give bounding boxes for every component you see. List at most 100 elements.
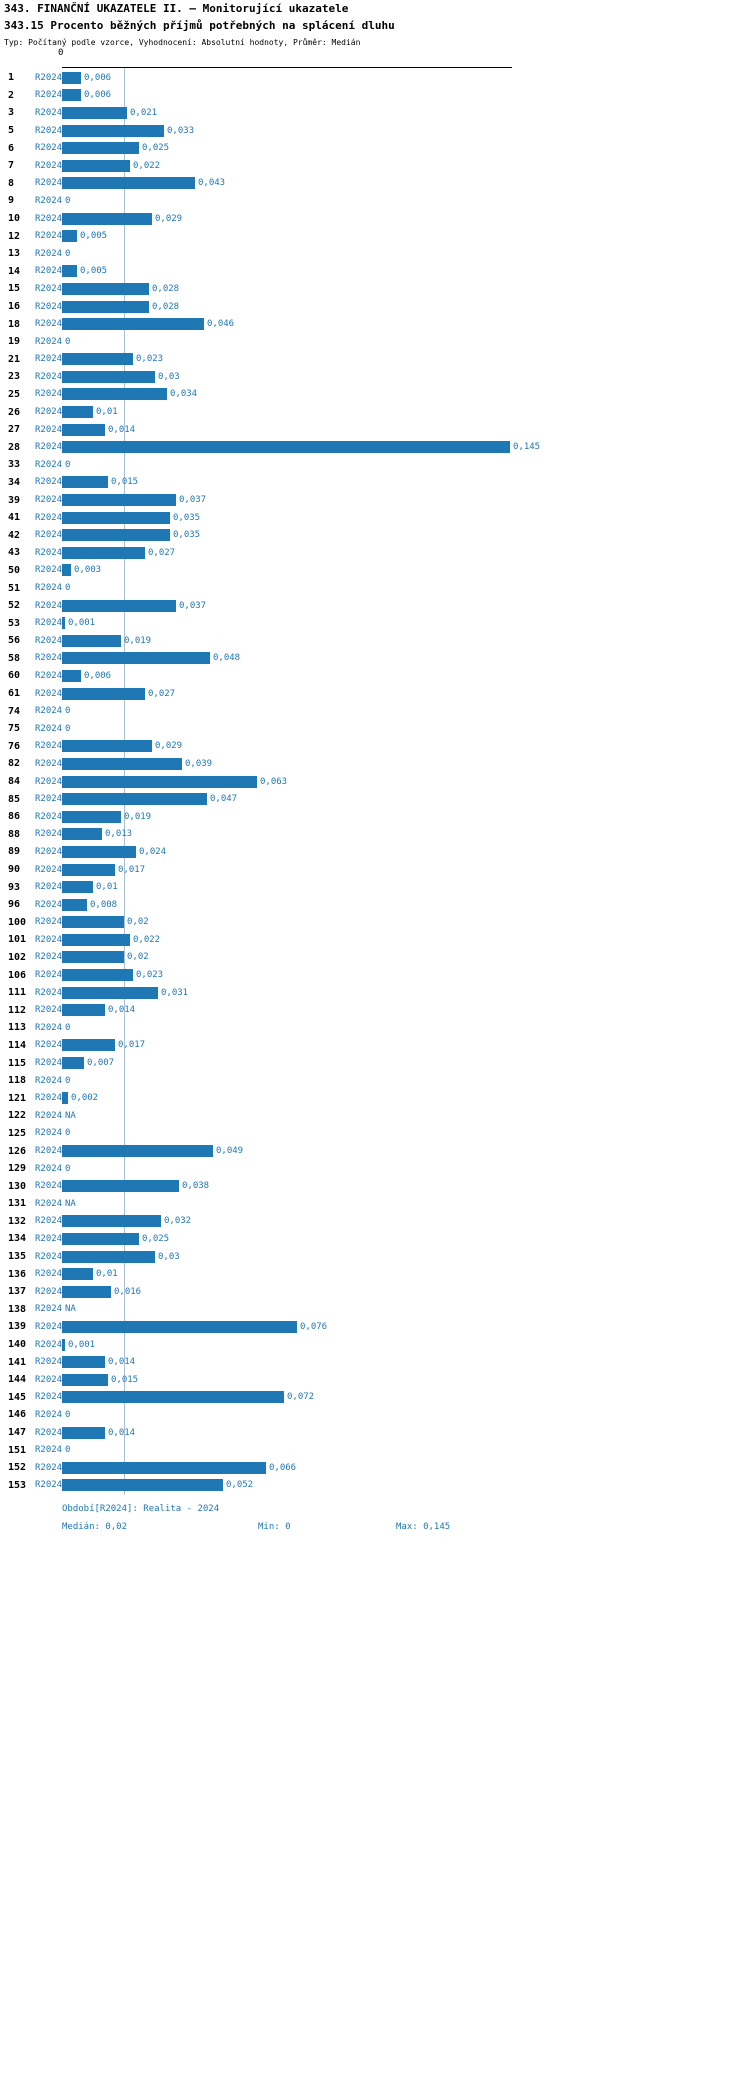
- row-id-label: 118: [8, 1075, 27, 1087]
- bar: [62, 441, 510, 454]
- bar-value-label: 0,002: [71, 1093, 99, 1104]
- row-series-label: R2024: [35, 547, 63, 558]
- bar: [62, 1338, 65, 1351]
- row-id-label: 115: [8, 1057, 27, 1069]
- bar: [62, 564, 71, 577]
- row-series-label: R2024: [35, 231, 63, 242]
- bar-value-label: 0,037: [179, 600, 207, 611]
- bar: [62, 1373, 108, 1386]
- bar-value-label: 0,02: [127, 917, 149, 928]
- row-id-label: 130: [8, 1180, 27, 1192]
- row-id-label: 135: [8, 1251, 27, 1263]
- bar-value-label: 0,022: [133, 160, 161, 171]
- bar: [62, 71, 81, 84]
- bar: [62, 828, 102, 841]
- chart-row: 23 R2024 0,03: [0, 368, 750, 386]
- row-series-label: R2024: [35, 1058, 63, 1069]
- bar: [62, 1426, 105, 1439]
- bar-value-label: 0,063: [260, 776, 288, 787]
- row-series-label: R2024: [35, 125, 63, 136]
- row-series-label: R2024: [35, 1093, 63, 1104]
- row-id-label: 25: [8, 388, 21, 400]
- row-bar-area: 0: [62, 192, 750, 210]
- row-id-label: 90: [8, 864, 21, 876]
- row-bar-area: 0,02: [62, 949, 750, 967]
- bar: [62, 1180, 179, 1193]
- chart-row: 3 R2024 0,021: [0, 104, 750, 122]
- row-bar-area: 0,038: [62, 1177, 750, 1195]
- row-series-label: R2024: [35, 495, 63, 506]
- bar-value-label: 0: [65, 1409, 71, 1420]
- row-id-label: 96: [8, 899, 21, 911]
- row-id-label: 147: [8, 1427, 27, 1439]
- row-id-label: 136: [8, 1268, 27, 1280]
- bar-value-label: 0: [65, 1163, 71, 1174]
- bar-value-label: 0,017: [118, 1040, 146, 1051]
- row-series-label: R2024: [35, 635, 63, 646]
- bar-value-label: 0,038: [182, 1181, 210, 1192]
- row-series-label: R2024: [35, 829, 63, 840]
- row-bar-area: 0: [62, 1441, 750, 1459]
- row-bar-area: 0: [62, 720, 750, 738]
- bar: [62, 1004, 105, 1017]
- row-series-label: R2024: [35, 565, 63, 576]
- bar-value-label: 0,027: [148, 547, 176, 558]
- bar-value-label: 0,043: [198, 178, 226, 189]
- row-id-label: 3: [8, 107, 15, 119]
- row-id-label: 60: [8, 670, 21, 682]
- row-series-label: R2024: [35, 688, 63, 699]
- row-id-label: 8: [8, 177, 15, 189]
- bar: [62, 318, 204, 331]
- row-series-label: R2024: [35, 266, 63, 277]
- row-bar-area: 0,033: [62, 122, 750, 140]
- row-id-label: 34: [8, 476, 21, 488]
- bar-value-label: 0,022: [133, 934, 161, 945]
- row-bar-area: 0,001: [62, 1336, 750, 1354]
- row-bar-area: 0,015: [62, 1371, 750, 1389]
- chart-row: 53 R2024 0,001: [0, 614, 750, 632]
- footer-max-label: Max: 0,145: [396, 1522, 451, 1532]
- row-id-label: 6: [8, 142, 15, 154]
- row-series-label: R2024: [35, 1462, 63, 1473]
- row-series-label: R2024: [35, 882, 63, 893]
- chart-row: 42 R2024 0,035: [0, 526, 750, 544]
- bar: [62, 1391, 284, 1404]
- footer-period-label: Období[R2024]: Realita - 2024: [62, 1504, 220, 1514]
- bar: [62, 1145, 213, 1158]
- bar-value-label: 0,014: [108, 424, 136, 435]
- bar: [62, 177, 195, 190]
- chart-row: 137 R2024 0,016: [0, 1283, 750, 1301]
- bar: [62, 1057, 84, 1070]
- row-id-label: 111: [8, 987, 27, 999]
- bar-value-label: 0,014: [108, 1005, 136, 1016]
- bar-value-label: 0,049: [216, 1146, 244, 1157]
- row-bar-area: 0,014: [62, 421, 750, 439]
- bar: [62, 353, 133, 366]
- row-id-label: 14: [8, 265, 21, 277]
- chart-row: 19 R2024 0: [0, 333, 750, 351]
- row-bar-area: 0,006: [62, 667, 750, 685]
- bar: [62, 546, 145, 559]
- row-series-label: R2024: [35, 600, 63, 611]
- bar: [62, 775, 257, 788]
- chart-row: 147 R2024 0,014: [0, 1424, 750, 1442]
- row-id-label: 122: [8, 1110, 27, 1122]
- bar: [62, 1250, 155, 1263]
- row-id-label: 19: [8, 336, 21, 348]
- bar-value-label: 0: [65, 459, 71, 470]
- row-bar-area: 0,014: [62, 1001, 750, 1019]
- row-id-label: 86: [8, 811, 21, 823]
- row-series-label: R2024: [35, 195, 63, 206]
- chart-row: 5 R2024 0,033: [0, 122, 750, 140]
- chart-row: 16 R2024 0,028: [0, 298, 750, 316]
- chart-row: 131 R2024 NA: [0, 1195, 750, 1213]
- chart-row: 41 R2024 0,035: [0, 509, 750, 527]
- chart-row: 144 R2024 0,015: [0, 1371, 750, 1389]
- bar-value-label: 0: [65, 1022, 71, 1033]
- row-series-label: R2024: [35, 1374, 63, 1385]
- row-series-label: R2024: [35, 301, 63, 312]
- bar: [62, 1215, 161, 1228]
- bar: [62, 511, 170, 524]
- row-series-label: R2024: [35, 336, 63, 347]
